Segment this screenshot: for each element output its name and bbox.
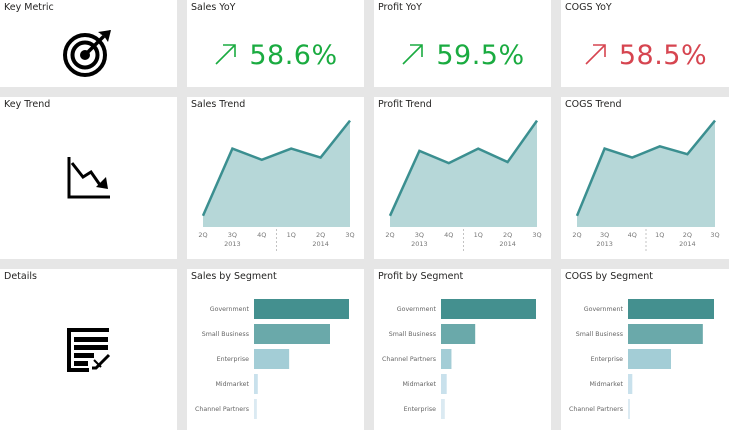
bar-chart[interactable]: Government Small Business Enterprise Midmar… (561, 269, 729, 430)
bar[interactable] (628, 399, 630, 419)
series-line (388, 119, 539, 217)
kpi-title: COGS YoY (565, 2, 612, 13)
area-fill (203, 120, 350, 227)
key-trend-label: Key Trend (4, 99, 51, 110)
bar[interactable] (254, 374, 258, 394)
bar-chart[interactable]: Government Small Business Enterprise Midmar… (187, 269, 364, 430)
category-label: Enterprise (404, 406, 437, 413)
x-tick-label: 1Q (474, 231, 483, 239)
bar[interactable] (441, 399, 445, 419)
kpi-title: Sales YoY (191, 2, 236, 13)
x-tick-label: 4Q (628, 231, 637, 239)
x-tick-label: 1Q (287, 231, 296, 239)
bar[interactable] (628, 349, 671, 369)
category-label: Channel Partners (195, 406, 249, 413)
bar[interactable] (628, 374, 633, 394)
x-tick-label: 2Q (683, 231, 692, 239)
category-label: Channel Partners (382, 356, 436, 363)
area-fill (577, 120, 715, 227)
chart-title: Profit by Segment (378, 271, 464, 282)
bar[interactable] (628, 324, 703, 344)
segment-chart-card-sales[interactable]: Sales by Segment Government Small Busines… (187, 269, 364, 430)
x-tick-label: 1Q (655, 231, 664, 239)
trend-up-arrow-icon (583, 41, 609, 71)
trend-up-arrow-icon (213, 41, 239, 71)
trend-chart-card-cogs[interactable]: COGS Trend 2Q 3Q 4Q 1Q 2Q 3Q 2013 2014 (561, 97, 729, 259)
bar[interactable] (441, 349, 452, 369)
details-label: Details (4, 271, 37, 282)
x-tick-label: 2Q (198, 231, 207, 239)
trend-chart-card-sales[interactable]: Sales Trend 2Q 3Q 4Q 1Q 2Q 3Q 2013 2014 (187, 97, 364, 259)
kpi-value: 59.5% (436, 40, 525, 71)
key-metric-tile: Key Metric (0, 0, 177, 87)
trend-up-arrow-icon (400, 41, 426, 71)
category-label: Enterprise (591, 356, 624, 363)
kpi-value: 58.6% (249, 40, 338, 71)
bar[interactable] (254, 299, 349, 319)
category-label: Small Business (202, 331, 249, 338)
kpi-card-cogs[interactable]: COGS YoY 58.5% (561, 0, 729, 87)
category-label: Midmarket (215, 381, 249, 388)
key-trend-tile: Key Trend (0, 97, 177, 259)
bar[interactable] (254, 399, 257, 419)
kpi-title: Profit YoY (378, 2, 422, 13)
chart-title: COGS Trend (565, 99, 622, 110)
category-label: Midmarket (402, 381, 436, 388)
chart-title: COGS by Segment (565, 271, 653, 282)
bar-chart[interactable]: Government Small Business Channel Partners… (374, 269, 551, 430)
x-tick-label: 3Q (600, 231, 609, 239)
bar[interactable] (628, 299, 714, 319)
year-label: 2014 (499, 240, 516, 248)
x-tick-label: 2Q (385, 231, 394, 239)
bar[interactable] (254, 349, 290, 369)
category-label: Channel Partners (569, 406, 623, 413)
year-label: 2013 (411, 240, 428, 248)
kpi-card-sales[interactable]: Sales YoY 58.6% (187, 0, 364, 87)
report-edit-icon (66, 327, 112, 373)
year-label: 2013 (596, 240, 613, 248)
kpi-card-profit[interactable]: Profit YoY 59.5% (374, 0, 551, 87)
x-tick-label: 3Q (228, 231, 237, 239)
series-line (201, 119, 351, 217)
segment-chart-card-cogs[interactable]: COGS by Segment Government Small Business… (561, 269, 729, 430)
x-tick-label: 4Q (257, 231, 266, 239)
x-tick-label: 2Q (572, 231, 581, 239)
bar[interactable] (441, 324, 476, 344)
target-icon (62, 28, 112, 78)
x-tick-label: 4Q (444, 231, 453, 239)
chart-title: Profit Trend (378, 99, 432, 110)
x-tick-label: 2Q (316, 231, 325, 239)
trend-chart-card-profit[interactable]: Profit Trend 2Q 3Q 4Q 1Q 2Q 3Q 2013 2014 (374, 97, 551, 259)
segment-chart-card-profit[interactable]: Profit by Segment Government Small Busine… (374, 269, 551, 430)
year-label: 2014 (312, 240, 329, 248)
x-tick-label: 3Q (415, 231, 424, 239)
category-label: Midmarket (589, 381, 623, 388)
chart-title: Sales by Segment (191, 271, 277, 282)
x-tick-label: 3Q (710, 231, 719, 239)
year-label: 2013 (224, 240, 241, 248)
series-line (575, 119, 716, 217)
category-label: Government (210, 306, 250, 313)
category-label: Small Business (389, 331, 436, 338)
trend-down-chart-icon (66, 155, 112, 201)
x-tick-label: 3Q (532, 231, 541, 239)
year-label: 2014 (679, 240, 696, 248)
details-tile: Details (0, 269, 177, 430)
bar[interactable] (441, 374, 447, 394)
category-label: Government (584, 306, 624, 313)
bar[interactable] (441, 299, 536, 319)
key-metric-label: Key Metric (4, 2, 54, 13)
x-tick-label: 3Q (345, 231, 354, 239)
category-label: Small Business (576, 331, 623, 338)
area-fill (390, 120, 537, 227)
kpi-value: 58.5% (618, 40, 708, 71)
chart-title: Sales Trend (191, 99, 246, 110)
bar[interactable] (254, 324, 330, 344)
category-label: Government (397, 306, 437, 313)
category-label: Enterprise (217, 356, 250, 363)
x-tick-label: 2Q (503, 231, 512, 239)
